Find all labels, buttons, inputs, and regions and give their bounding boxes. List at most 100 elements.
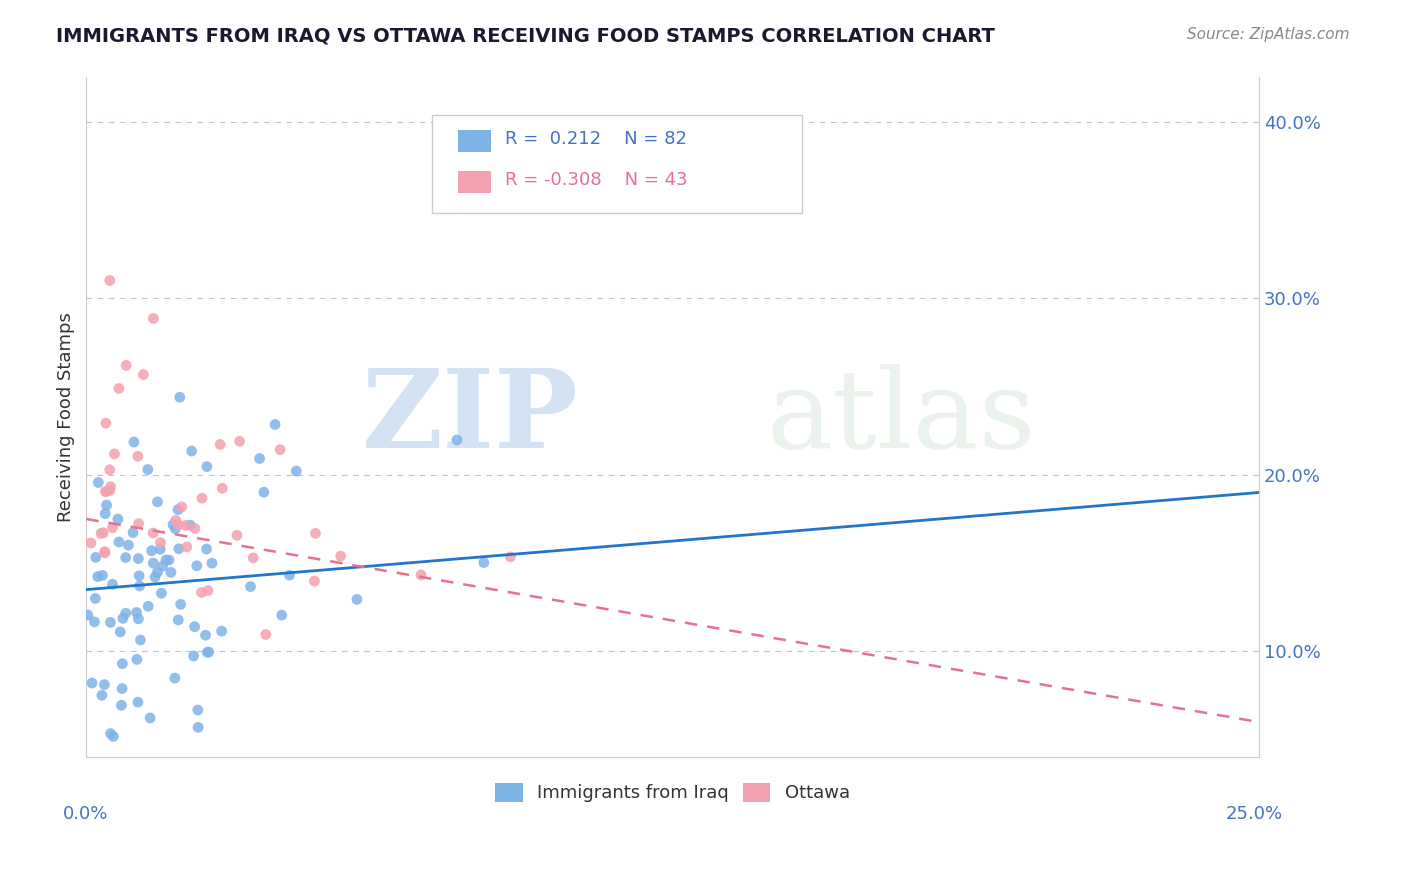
Point (141, 543, 163, 558)
Point (96, 498, 118, 512)
Text: R =  0.212    N = 82: R = 0.212 N = 82 (505, 130, 688, 148)
Point (183, 620, 205, 634)
Text: 0.0%: 0.0% (63, 805, 108, 823)
Text: atlas: atlas (766, 364, 1036, 471)
Point (96, 484, 118, 499)
Point (139, 711, 162, 725)
Point (142, 311, 165, 326)
Point (170, 598, 193, 612)
Point (194, 628, 217, 642)
Point (110, 624, 132, 639)
Point (128, 516, 150, 531)
Point (83, 615, 105, 629)
Point (98, 274, 121, 288)
Point (94, 507, 117, 521)
Point (128, 579, 150, 593)
Point (110, 698, 132, 713)
Point (195, 645, 218, 659)
Point (136, 599, 159, 614)
Text: 25.0%: 25.0% (1225, 805, 1282, 823)
Point (100, 615, 122, 630)
Point (155, 553, 177, 567)
Point (184, 521, 207, 535)
Point (127, 612, 149, 626)
Point (165, 522, 187, 536)
Point (111, 657, 134, 671)
Point (111, 611, 134, 625)
Point (94, 484, 117, 499)
Point (149, 535, 172, 549)
Point (160, 566, 183, 580)
Point (183, 648, 205, 663)
Point (150, 586, 173, 600)
Y-axis label: Receiving Food Stamps: Receiving Food Stamps (58, 312, 75, 523)
Point (114, 550, 136, 565)
Point (170, 500, 193, 514)
Point (269, 442, 291, 457)
Point (329, 549, 352, 563)
Point (195, 459, 218, 474)
Point (242, 550, 264, 565)
Point (100, 480, 122, 494)
Point (128, 569, 150, 583)
Point (149, 542, 172, 557)
Point (115, 359, 138, 373)
Point (103, 730, 125, 744)
Point (226, 528, 249, 542)
Point (211, 624, 233, 639)
FancyBboxPatch shape (458, 130, 491, 153)
Point (91, 568, 114, 582)
Point (108, 535, 131, 549)
Point (103, 447, 125, 461)
Point (100, 726, 122, 740)
Point (187, 703, 209, 717)
Point (499, 549, 522, 564)
FancyBboxPatch shape (432, 115, 801, 213)
Point (90, 688, 112, 702)
Point (239, 580, 262, 594)
Point (165, 513, 187, 527)
Point (176, 540, 198, 554)
Point (304, 574, 326, 588)
Point (143, 570, 166, 584)
Point (169, 390, 191, 404)
Point (129, 632, 152, 647)
Point (270, 608, 292, 623)
Point (162, 517, 184, 532)
Point (101, 521, 124, 535)
Point (114, 607, 136, 621)
Point (127, 695, 149, 709)
Point (190, 585, 212, 599)
Point (111, 681, 134, 696)
Point (285, 464, 308, 478)
Point (80, 536, 103, 550)
Point (117, 538, 139, 552)
Point (127, 450, 149, 464)
Point (167, 541, 190, 556)
Point (167, 613, 190, 627)
Point (98, 483, 121, 498)
Point (472, 556, 495, 570)
Point (167, 502, 190, 516)
Point (80, 676, 103, 690)
Point (174, 518, 197, 533)
Point (91, 525, 114, 540)
Point (94, 416, 117, 430)
Text: IMMIGRANTS FROM IRAQ VS OTTAWA RECEIVING FOOD STAMPS CORRELATION CHART: IMMIGRANTS FROM IRAQ VS OTTAWA RECEIVING… (56, 27, 995, 45)
Point (93, 677, 115, 691)
Point (142, 556, 165, 570)
Point (132, 368, 155, 382)
FancyBboxPatch shape (458, 170, 491, 193)
Point (84, 591, 107, 606)
Point (94, 546, 117, 560)
Point (209, 437, 232, 451)
Point (197, 583, 219, 598)
Point (87, 569, 110, 583)
Point (90, 526, 112, 541)
Point (101, 577, 124, 591)
Point (409, 568, 432, 582)
Point (180, 444, 202, 458)
Point (152, 559, 174, 574)
Point (142, 526, 165, 541)
Point (94, 544, 117, 558)
